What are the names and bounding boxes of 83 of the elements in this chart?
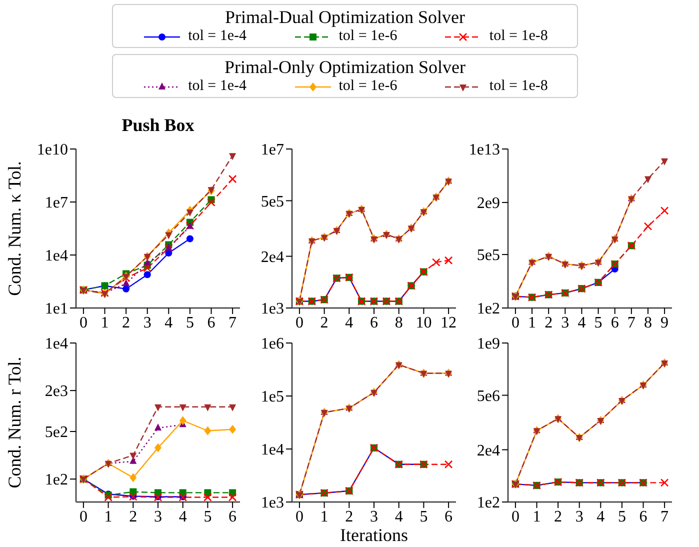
x-tick-label: 4: [164, 314, 173, 332]
y-tick-label: 2e4: [476, 442, 500, 460]
x-tick-label: 6: [228, 508, 237, 526]
x-tick-label: 3: [575, 508, 584, 526]
x-tick-label: 2: [554, 508, 562, 526]
y-tick-label: 1e2: [44, 472, 68, 489]
x-tick-label: 1: [532, 508, 541, 526]
x-tick-label: 2: [544, 314, 553, 332]
x-tick-label: 3: [143, 314, 152, 332]
y-tick-label: 1e7: [44, 194, 68, 212]
legend-label: tol = 1e-6: [338, 78, 398, 95]
y-tick-label: 1e3: [260, 300, 284, 318]
x-tick-label: 5: [618, 508, 626, 526]
legend-label: tol = 1e-6: [338, 28, 398, 45]
y-tick-label: 1e4: [44, 336, 68, 353]
x-tick-label: 6: [610, 314, 619, 332]
x-tick-label: 6: [370, 314, 378, 332]
x-tick-label: 5: [204, 508, 212, 526]
x-tick-label: 5: [186, 314, 194, 332]
y-axis-title: Cond. Num. r Tol.: [4, 356, 24, 488]
y-tick-label: 1e7: [260, 142, 284, 159]
x-tick-label: 3: [370, 508, 378, 526]
x-tick-label: 2: [129, 508, 138, 526]
y-tick-label: 1e6: [260, 336, 284, 353]
y-tick-label: 1e2: [476, 300, 500, 318]
x-tick-label: 4: [394, 508, 403, 526]
x-tick-label: 2: [122, 314, 130, 332]
x-tick-label: 10: [416, 314, 432, 332]
x-tick-label: 0: [511, 314, 520, 332]
y-tick-label: 1e5: [260, 388, 284, 406]
x-tick-label: 4: [178, 508, 187, 526]
x-tick-label: 0: [295, 508, 304, 526]
legend-label: tol = 1e-8: [489, 28, 548, 45]
x-tick-label: 7: [627, 314, 636, 332]
x-tick-label: 0: [295, 314, 304, 332]
y-tick-label: 1e13: [468, 142, 500, 159]
y-tick-label: 1e4: [44, 248, 68, 265]
x-tick-label: 0: [511, 508, 520, 526]
y-tick-label: 1e1: [44, 300, 68, 318]
y-tick-label: 1e3: [260, 494, 284, 512]
x-tick-label: 2: [345, 508, 354, 526]
y-tick-label: 1e2: [476, 494, 500, 512]
legend-label: tol = 1e-4: [188, 28, 247, 45]
y-tick-label: 1e10: [36, 142, 68, 159]
x-axis-title: Iterations: [340, 525, 408, 545]
x-tick-label: 1: [100, 314, 109, 332]
y-tick-label: 1e9: [476, 336, 500, 353]
y-tick-label: 5e6: [476, 388, 500, 405]
x-tick-label: 5: [420, 508, 428, 526]
x-tick-label: 8: [644, 314, 652, 332]
y-tick-label: 5e5: [260, 193, 284, 210]
x-tick-label: 5: [594, 314, 602, 332]
x-tick-label: 2: [320, 314, 328, 332]
y-tick-label: 5e2: [44, 424, 68, 442]
y-tick-label: 2e3: [44, 383, 68, 400]
legend-label: tol = 1e-4: [188, 78, 247, 95]
y-tick-label: 2e4: [260, 248, 284, 266]
x-tick-label: 12: [440, 314, 457, 332]
x-tick-label: 7: [228, 314, 237, 332]
x-tick-label: 1: [104, 508, 112, 526]
x-tick-label: 4: [345, 314, 354, 332]
x-tick-label: 4: [596, 508, 605, 526]
legend-label: tol = 1e-8: [489, 78, 548, 95]
x-tick-label: 0: [79, 314, 88, 332]
x-tick-label: 1: [528, 314, 536, 332]
x-tick-label: 0: [79, 508, 88, 526]
y-tick-label: 5e5: [476, 247, 500, 264]
chart-title: Push Box: [120, 115, 196, 136]
x-tick-label: 9: [660, 314, 669, 332]
y-tick-label: 2e9: [476, 195, 500, 212]
x-tick-label: 6: [207, 314, 216, 332]
text: Primal-Only Optimization Solver: [224, 57, 466, 77]
x-tick-label: 7: [660, 508, 669, 526]
x-tick-label: 1: [320, 508, 328, 526]
x-tick-label: 8: [394, 314, 403, 332]
y-axis-title: Cond. Num. κ Tol.: [4, 161, 24, 296]
x-tick-label: 6: [639, 508, 648, 526]
x-tick-label: 6: [444, 508, 453, 526]
x-tick-label: 3: [561, 314, 570, 332]
y-tick-label: 1e4: [260, 442, 284, 459]
x-tick-label: 4: [578, 314, 586, 332]
text: Primal-Dual Optimization Solver: [225, 7, 465, 27]
x-tick-label: 3: [154, 508, 162, 526]
